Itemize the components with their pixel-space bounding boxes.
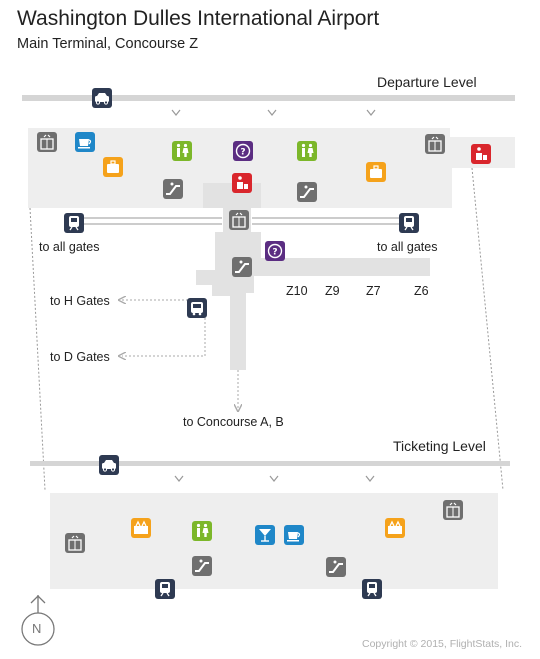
svg-text:?: ? — [272, 248, 277, 258]
to-h-gates-label: to H Gates — [50, 294, 110, 308]
taxi-icon[interactable] — [92, 88, 112, 108]
shop-icon[interactable] — [385, 518, 405, 538]
arrow-down-6 — [365, 475, 375, 482]
elevator-icon[interactable] — [425, 134, 445, 154]
departure-floor — [28, 128, 515, 208]
page-title: Washington Dulles International Airport — [17, 7, 380, 30]
arrow-down-4 — [174, 475, 184, 482]
boundary-left — [29, 207, 46, 491]
coffee-icon[interactable] — [75, 132, 95, 152]
restroom-icon[interactable] — [192, 521, 212, 541]
gate-label: Z9 — [325, 284, 340, 298]
escalator-icon[interactable] — [232, 257, 252, 277]
elevator-icon[interactable] — [443, 500, 463, 520]
ticketing-icon[interactable] — [471, 144, 491, 164]
information-icon[interactable]: ? — [233, 141, 253, 161]
train-icon[interactable] — [362, 579, 382, 599]
baggage-icon[interactable] — [366, 162, 386, 182]
arrow-down-1 — [171, 109, 181, 116]
ticketing-road — [30, 461, 510, 466]
taxi-icon[interactable] — [99, 455, 119, 475]
gate-label: Z10 — [286, 284, 308, 298]
restroom-icon[interactable] — [297, 141, 317, 161]
escalator-icon[interactable] — [163, 179, 183, 199]
escalator-icon[interactable] — [297, 182, 317, 202]
arrow-down-2 — [267, 109, 277, 116]
elevator-icon[interactable] — [229, 210, 249, 230]
baggage-icon[interactable] — [103, 157, 123, 177]
to-all-gates-right-label: to all gates — [377, 240, 438, 254]
svg-text:?: ? — [240, 148, 245, 158]
boundary-right — [471, 167, 504, 491]
ticketing-icon[interactable] — [232, 173, 252, 193]
to-d-gates-label: to D Gates — [50, 350, 110, 364]
coffee-icon[interactable] — [284, 525, 304, 545]
elevator-icon[interactable] — [37, 132, 57, 152]
restroom-icon[interactable] — [172, 141, 192, 161]
escalator-icon[interactable] — [326, 557, 346, 577]
to-d-gates-arrow — [122, 318, 206, 356]
arrow-down-5 — [269, 475, 279, 482]
to-all-gates-left-label: to all gates — [39, 240, 100, 254]
train-icon[interactable] — [155, 579, 175, 599]
bar-icon[interactable] — [255, 525, 275, 545]
compass — [21, 595, 55, 646]
elevator-icon[interactable] — [65, 533, 85, 553]
information-icon[interactable]: ? — [265, 241, 285, 261]
to-concourse-label: to Concourse A, B — [183, 415, 284, 429]
shop-icon[interactable] — [131, 518, 151, 538]
train-icon[interactable] — [64, 213, 84, 233]
arrow-down-3 — [366, 109, 376, 116]
bus-icon[interactable] — [187, 298, 207, 318]
train-icon[interactable] — [399, 213, 419, 233]
gate-label: Z7 — [366, 284, 381, 298]
departure-road — [22, 95, 515, 101]
compass-north-label: N — [32, 621, 42, 636]
concourse-z-floor — [196, 232, 430, 370]
departure-level-label: Departure Level — [377, 74, 477, 90]
page-subtitle: Main Terminal, Concourse Z — [17, 36, 199, 52]
gate-label: Z6 — [414, 284, 429, 298]
copyright-text: Copyright © 2015, FlightStats, Inc. — [362, 638, 523, 650]
escalator-icon[interactable] — [192, 556, 212, 576]
ticketing-level-label: Ticketing Level — [393, 438, 486, 454]
